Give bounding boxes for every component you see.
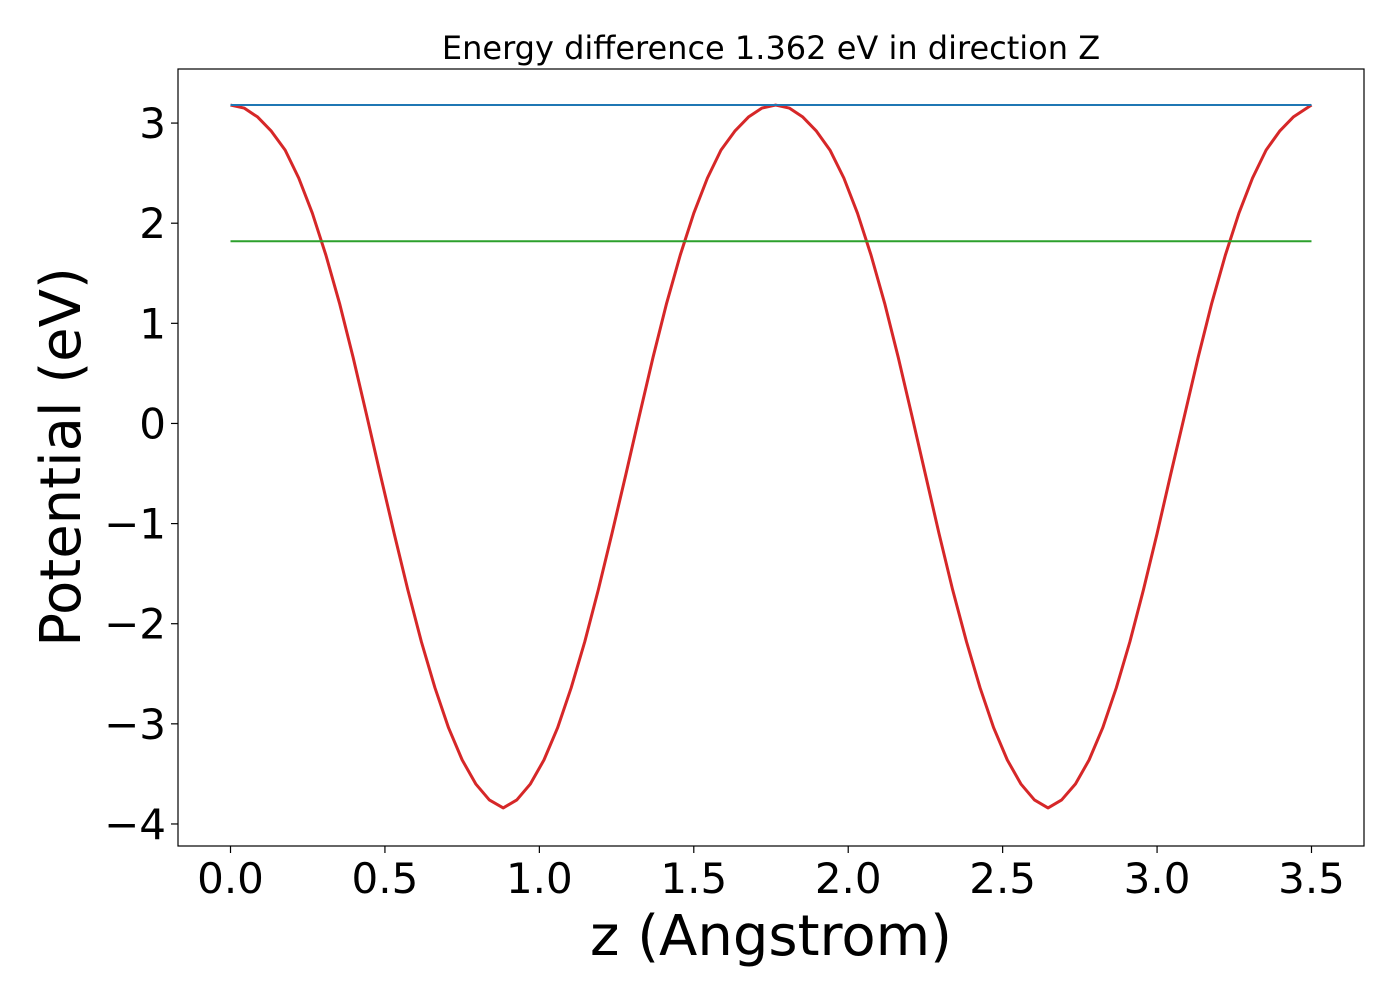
x-axis-label: z (Angstrom) xyxy=(590,904,952,969)
x-tick-label: 0.5 xyxy=(352,854,419,903)
y-axis-ticks: −4 −3 −2 −1 0 1 2 3 xyxy=(104,99,178,849)
series-layer xyxy=(230,103,1313,810)
y-tick-label: −2 xyxy=(104,600,166,649)
chart-title: Energy difference 1.362 eV in direction … xyxy=(442,29,1100,67)
y-tick-label: −1 xyxy=(104,500,166,549)
x-tick-label: 2.0 xyxy=(815,854,882,903)
y-tick-label: 1 xyxy=(139,299,166,348)
plot-area xyxy=(177,68,1365,847)
y-tick-label: −4 xyxy=(104,800,166,849)
axes-frame xyxy=(177,68,1365,847)
series-line-1 xyxy=(230,103,1313,810)
x-tick-label: 3.5 xyxy=(1278,854,1345,903)
x-tick-label: 1.0 xyxy=(506,854,573,903)
y-tick-label: −3 xyxy=(104,700,166,749)
y-tick-label: 2 xyxy=(139,199,166,248)
x-tick-label: 1.5 xyxy=(660,854,727,903)
x-tick-label: 0.0 xyxy=(197,854,264,903)
x-tick-label: 3.0 xyxy=(1124,854,1191,903)
x-tick-label: 2.5 xyxy=(969,854,1036,903)
y-tick-label: 0 xyxy=(139,399,166,448)
x-axis-ticks: 0.0 0.5 1.0 1.5 2.0 2.5 3.0 3.5 xyxy=(197,846,1345,903)
y-axis-label: Potential (eV) xyxy=(29,267,94,647)
y-tick-label: 3 xyxy=(139,99,166,148)
